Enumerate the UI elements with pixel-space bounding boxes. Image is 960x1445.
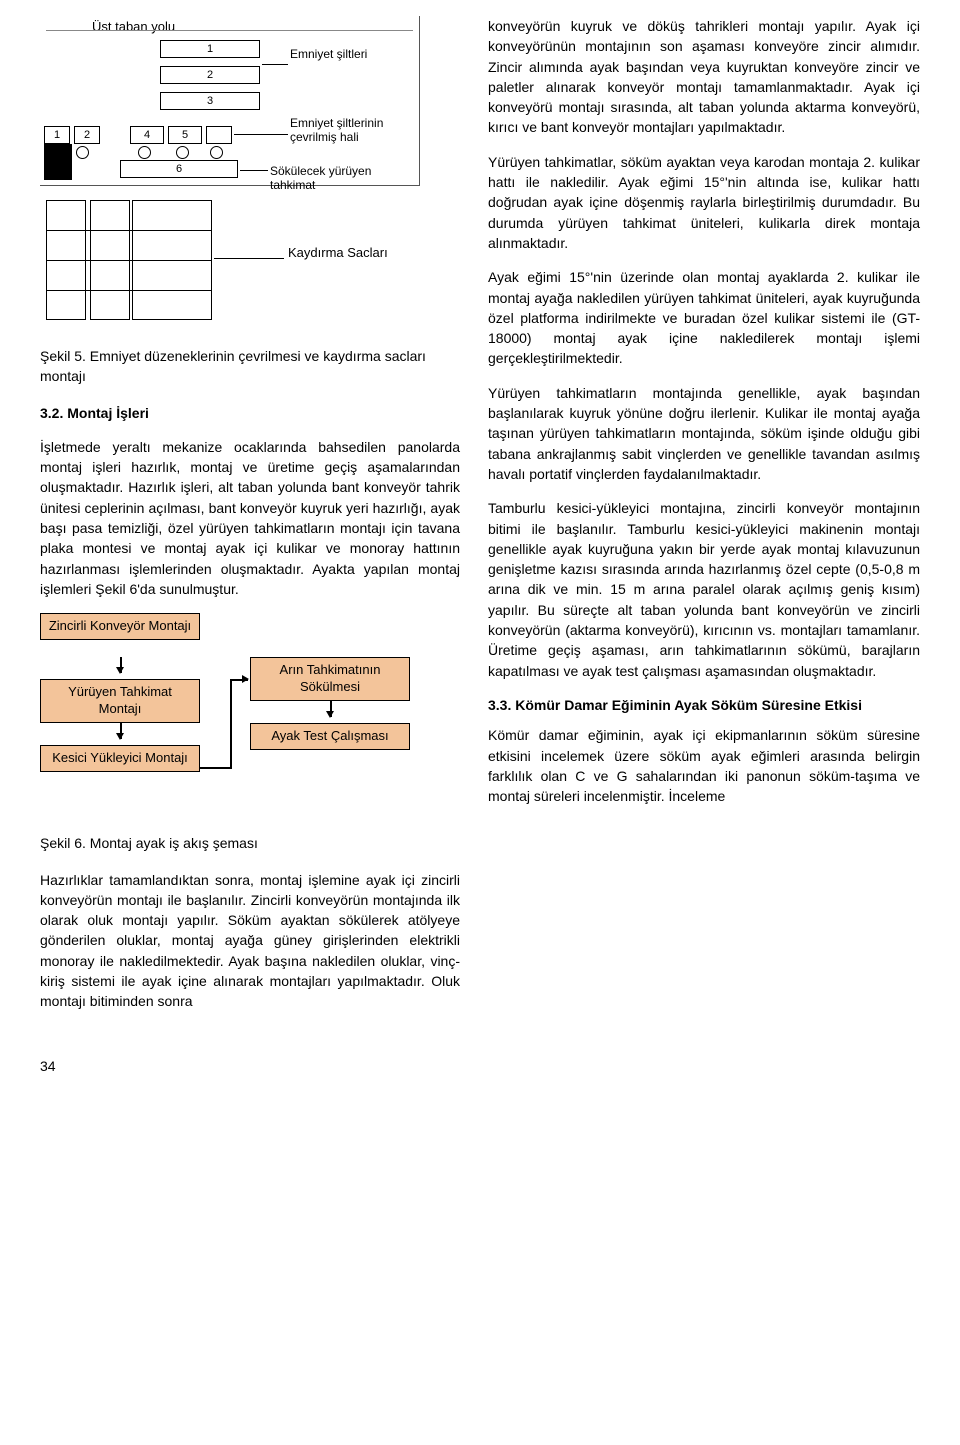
cell-1: 1 bbox=[44, 126, 70, 144]
right-para-2: Yürüyen tahkimatlar, söküm ayaktan veya … bbox=[488, 152, 920, 253]
flow-node-ayaktest: Ayak Test Çalışması bbox=[250, 723, 410, 750]
annot-kaydirma-saclari: Kaydırma Sacları bbox=[288, 244, 388, 263]
circle-3 bbox=[176, 146, 189, 159]
section-3-2-heading: 3.2. Montaj İşleri bbox=[40, 403, 460, 423]
page-number: 34 bbox=[40, 1056, 920, 1076]
figure-6-caption: Şekil 6. Montaj ayak iş akış şeması bbox=[40, 833, 460, 853]
cell-6: 6 bbox=[120, 160, 238, 178]
flow-arrow-4 bbox=[330, 701, 332, 717]
circle-1 bbox=[76, 146, 89, 159]
flow-arrow-2 bbox=[120, 723, 122, 739]
figure-5-caption: Şekil 5. Emniyet düzeneklerinin çevrilme… bbox=[40, 346, 460, 387]
flow-node-yuruyen: Yürüyen Tahkimat Montajı bbox=[40, 679, 200, 723]
figure-6-flowchart: Zincirli Konveyör Montajı Yürüyen Tahkim… bbox=[40, 613, 420, 823]
right-para-3: Ayak eğimi 15°'nin üzerinde olan montaj … bbox=[488, 267, 920, 368]
right-para-4: Yürüyen tahkimatların montajında genelli… bbox=[488, 383, 920, 484]
shelf-1: 1 bbox=[160, 40, 260, 58]
figure-5-top-panel: Üst taban yolu 1 2 3 1 2 4 5 6 bbox=[40, 16, 420, 186]
cell-2: 2 bbox=[74, 126, 100, 144]
figure-5-diagram: Üst taban yolu 1 2 3 1 2 4 5 6 bbox=[40, 16, 420, 336]
circle-2 bbox=[138, 146, 151, 159]
black-block bbox=[44, 144, 72, 180]
flow-arrow-1 bbox=[120, 657, 122, 673]
flow-node-kesici: Kesici Yükleyici Montajı bbox=[40, 745, 200, 772]
flow-node-zincirli: Zincirli Konveyör Montajı bbox=[40, 613, 200, 640]
annot-emniyet-siltleri: Emniyet şiltleri bbox=[290, 46, 367, 63]
section-3-3-heading: 3.3. Kömür Damar Eğiminin Ayak Söküm Sür… bbox=[488, 695, 920, 715]
section-3-2-para-1: İşletmede yeraltı mekanize ocaklarında b… bbox=[40, 437, 460, 599]
flow-connector-v bbox=[230, 679, 232, 769]
cell-4: 4 bbox=[130, 126, 164, 144]
circle-4 bbox=[210, 146, 223, 159]
section-3-3-para-1: Kömür damar eğiminin, ayak içi ekipmanla… bbox=[488, 725, 920, 806]
cell-5: 5 bbox=[168, 126, 202, 144]
left-para-after-fig6: Hazırlıklar tamamlandıktan sonra, montaj… bbox=[40, 870, 460, 1012]
shelf-2: 2 bbox=[160, 66, 260, 84]
flow-arrow-3 bbox=[230, 679, 248, 681]
right-para-1: konveyörün kuyruk ve döküş tahrikleri mo… bbox=[488, 16, 920, 138]
figure-5-bottom-panel: Kaydırma Sacları bbox=[40, 196, 420, 336]
cell-blank bbox=[206, 126, 232, 144]
annot-cevrilmis-hali: Emniyet şiltlerinin çevrilmiş hali bbox=[290, 116, 410, 145]
flow-connector-h bbox=[200, 767, 230, 769]
right-para-5: Tamburlu kesici-yükleyici montajına, zin… bbox=[488, 498, 920, 681]
shelf-3: 3 bbox=[160, 92, 260, 110]
flow-node-arin: Arın Tahkimatının Sökülmesi bbox=[250, 657, 410, 701]
annot-sokulecek: Sökülecek yürüyen tahkimat bbox=[270, 164, 410, 193]
